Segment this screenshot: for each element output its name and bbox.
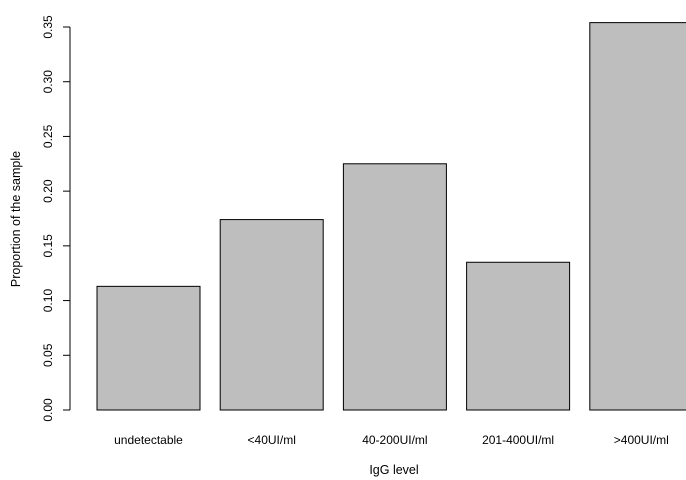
bar <box>96 285 201 411</box>
bars <box>96 22 686 411</box>
x-axis-labels: undetectable <40UI/ml 40-200UI/ml 201-400UI… <box>114 433 669 447</box>
x-category-label: undetectable <box>114 433 183 447</box>
y-tick-label: 0.35 <box>41 15 55 39</box>
y-tick-label: 0.10 <box>41 289 55 313</box>
x-category-label: >400UI/ml <box>614 433 669 447</box>
bar <box>342 163 447 411</box>
x-category-label: 40-200UI/ml <box>362 433 427 447</box>
y-tick-label: 0.15 <box>41 234 55 258</box>
y-tick-label: 0.05 <box>41 343 55 367</box>
y-tick-label: 0.25 <box>41 124 55 148</box>
bar <box>589 22 686 411</box>
bar <box>219 219 324 411</box>
y-tick-label: 0.00 <box>41 398 55 422</box>
x-category-label: 201-400UI/ml <box>482 433 554 447</box>
y-axis: 0.00 0.05 0.10 0.15 0.20 0.25 0.30 0.35 <box>41 15 71 422</box>
y-tick-label: 0.30 <box>41 70 55 94</box>
y-axis-title: Proportion of the sample <box>9 151 23 287</box>
x-axis-title: IgG level <box>369 463 418 477</box>
y-tick-label: 0.20 <box>41 179 55 203</box>
bar <box>466 261 571 411</box>
x-category-label: <40UI/ml <box>248 433 296 447</box>
